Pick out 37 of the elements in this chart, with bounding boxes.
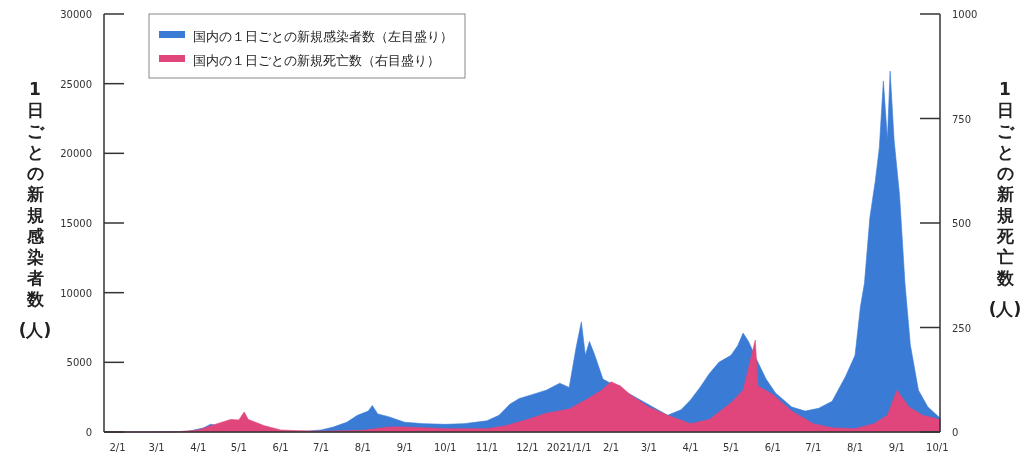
y-tick-label: 0 bbox=[85, 427, 92, 438]
y2-tick-label: 750 bbox=[952, 113, 972, 125]
x-tick-label: 3/1 bbox=[148, 442, 165, 453]
x-tick-label: 10/1 bbox=[926, 442, 949, 453]
x-tick-label: 2021/1/1 bbox=[546, 442, 592, 453]
x-tick-label: 9/1 bbox=[888, 442, 905, 453]
x-tick-label: 5/1 bbox=[230, 442, 247, 453]
x-tick-label: 5/1 bbox=[722, 442, 740, 453]
legend-label: 国内の１日ごとの新規死亡数（右目盛り） bbox=[193, 53, 440, 68]
x-tick-label: 6/1 bbox=[764, 442, 781, 453]
x-tick-label: 4/1 bbox=[682, 442, 699, 453]
y-tick-label: 5000 bbox=[66, 357, 92, 369]
y2-tick-label: 0 bbox=[952, 427, 959, 438]
x-tick-label: 2/1 bbox=[602, 442, 620, 453]
x-tick-label: 8/1 bbox=[354, 442, 371, 453]
x-tick-label: 8/1 bbox=[847, 442, 864, 453]
x-tick-label: 9/1 bbox=[396, 442, 413, 453]
x-tick-label: 2/1 bbox=[109, 442, 126, 453]
y-tick-label: 10000 bbox=[60, 287, 92, 299]
x-tick-label: 4/1 bbox=[190, 442, 207, 453]
legend-label: 国内の１日ごとの新規感染者数（左目盛り） bbox=[193, 29, 453, 44]
y2-tick-label: 500 bbox=[952, 218, 972, 229]
x-tick-label: 12/1 bbox=[516, 442, 539, 453]
y-tick-label: 15000 bbox=[60, 218, 92, 229]
x-tick-label: 7/1 bbox=[805, 442, 822, 453]
x-tick-label: 11/1 bbox=[475, 442, 499, 453]
y2-tick-label: 250 bbox=[952, 322, 972, 334]
x-tick-label: 3/1 bbox=[640, 442, 657, 453]
y-tick-label: 30000 bbox=[60, 9, 92, 20]
x-tick-label: 6/1 bbox=[272, 442, 289, 453]
x-tick-label: 7/1 bbox=[313, 442, 330, 453]
x-tick-label: 10/1 bbox=[433, 442, 457, 453]
y-tick-label: 25000 bbox=[60, 78, 92, 90]
y-tick-label: 20000 bbox=[60, 148, 92, 160]
text: 1日ごとの新規感染者数 (人) bbox=[18, 79, 52, 340]
text: 1日ごとの新規死亡数 (人) bbox=[988, 79, 1022, 319]
y2-tick-label: 1000 bbox=[952, 9, 978, 20]
